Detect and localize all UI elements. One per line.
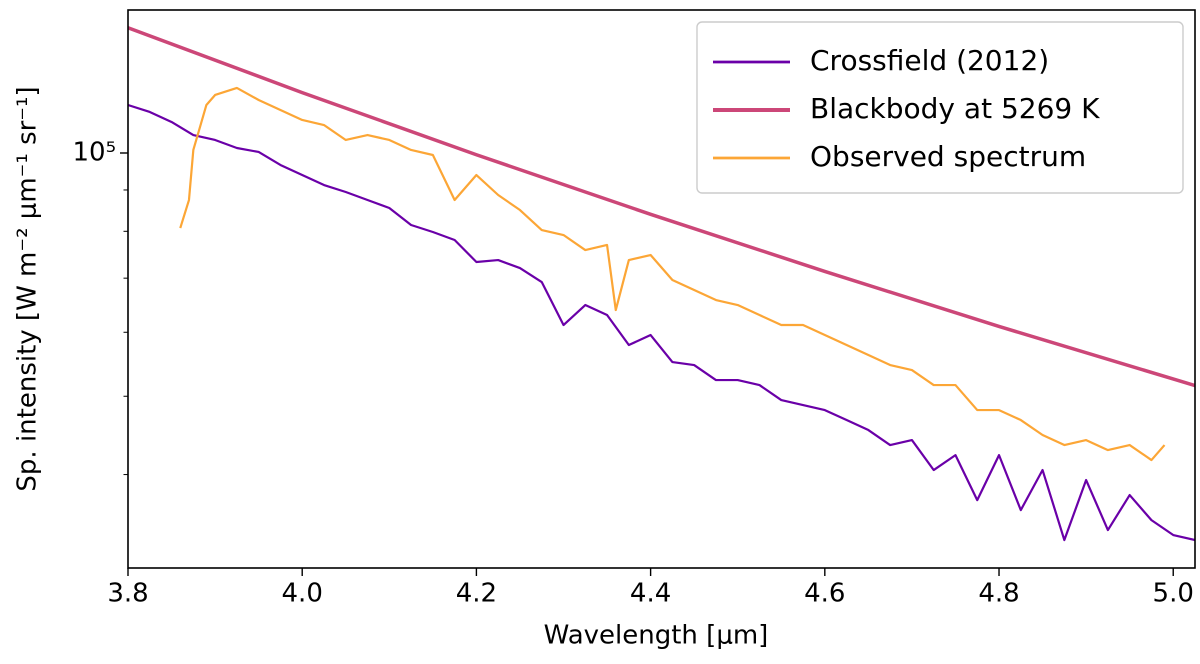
y-axis-label: Sp. intensity [W m⁻² μm⁻¹ sr⁻¹]	[13, 86, 43, 491]
y-tick-label: 10⁵	[72, 137, 116, 167]
x-tick-label: 4.4	[630, 579, 671, 609]
x-tick-label: 5.0	[1153, 579, 1194, 609]
x-tick-label: 4.6	[804, 579, 845, 609]
legend: Crossfield (2012) Blackbody at 5269 K Obse…	[696, 21, 1184, 194]
x-tick-label: 4.0	[282, 579, 323, 609]
x-tick-label: 4.2	[456, 579, 497, 609]
x-tick-label: 4.8	[978, 579, 1019, 609]
series-line	[179, 86, 1166, 462]
legend-box	[696, 21, 1184, 194]
legend-label: Crossfield (2012)	[810, 44, 1049, 77]
x-tick-label: 3.8	[107, 579, 148, 609]
x-axis-label: Wavelength [μm]	[544, 621, 769, 651]
series-line	[128, 103, 1195, 542]
legend-label: Observed spectrum	[810, 140, 1086, 173]
legend-label: Blackbody at 5269 K	[810, 92, 1100, 125]
series-line	[128, 26, 1195, 388]
plot-frame	[127, 9, 1196, 569]
